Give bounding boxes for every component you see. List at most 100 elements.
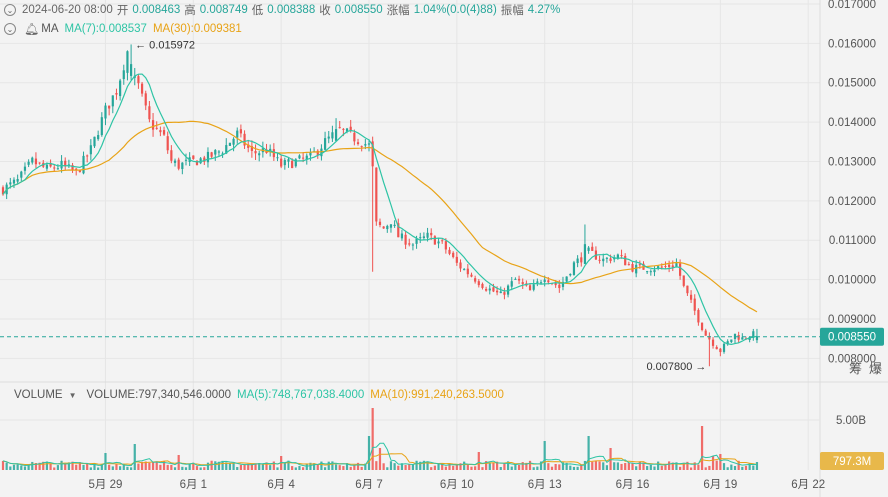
volume-bar <box>64 462 67 470</box>
volume-bar <box>726 467 729 470</box>
candle-body <box>331 132 334 139</box>
ma-label: MA <box>41 23 59 35</box>
candle-body <box>23 166 27 171</box>
candle-body <box>470 274 473 277</box>
volume-bar <box>56 465 59 470</box>
volume-bar <box>155 461 158 470</box>
volume-bar <box>393 463 396 470</box>
candle-body <box>543 279 546 282</box>
candle-body <box>697 309 700 323</box>
candle-body <box>400 233 404 239</box>
candle-body <box>719 348 722 353</box>
volume-bar <box>345 463 349 470</box>
candle-body <box>539 282 543 284</box>
price-tick-label: 0.013000 <box>828 156 876 168</box>
close-value: 0.008550 <box>334 4 383 16</box>
candle-body <box>360 146 363 148</box>
time-tick-label: 6月 22 <box>791 479 825 491</box>
volume-bar <box>411 464 415 470</box>
volume-bar <box>162 461 166 470</box>
price-tick-label: 0.014000 <box>828 117 876 129</box>
volume-bar <box>627 462 630 470</box>
candle-body <box>232 138 235 145</box>
volume-ma10-value: MA(10):991,240,263.5000 <box>370 389 504 401</box>
candle-body <box>492 287 495 292</box>
volume-bar <box>485 461 488 470</box>
volume-bar <box>594 461 598 470</box>
candle-body <box>283 159 286 166</box>
collapse-chevron-icon[interactable]: ⌄ <box>4 4 16 16</box>
volume-bar <box>613 462 616 470</box>
volume-bar <box>752 465 755 470</box>
volume-bar <box>466 465 469 470</box>
bell-icon[interactable]: 🔔︎ <box>24 22 40 36</box>
volume-bar <box>93 463 96 470</box>
candle-body <box>298 155 301 159</box>
volume-bar <box>463 461 466 470</box>
volume-bar <box>649 464 652 470</box>
current-price-label: 0.008550 <box>828 332 876 344</box>
volume-bar <box>528 460 532 470</box>
volume-label: VOLUME <box>14 389 63 401</box>
volume-bar <box>283 462 286 470</box>
candle-body <box>203 157 206 162</box>
candle-body <box>254 151 257 154</box>
chip-distribution-button[interactable]: 筹 <box>849 361 863 376</box>
candle-body <box>510 281 513 287</box>
candle-body <box>247 144 250 148</box>
candle-body <box>609 258 612 262</box>
volume-bar <box>265 462 268 470</box>
volume-bar <box>71 461 74 470</box>
candle-body <box>704 330 707 336</box>
volume-bar <box>272 461 275 470</box>
price-tick-label: 0.009000 <box>828 314 876 326</box>
volume-bar <box>334 464 338 470</box>
volume-bar <box>481 467 484 470</box>
volume-bar <box>367 436 371 470</box>
volume-bar <box>631 463 634 470</box>
volume-bar <box>426 461 429 470</box>
volume-bar <box>444 466 447 470</box>
volume-bar <box>250 463 253 470</box>
candle-body <box>689 294 693 300</box>
candles-layer <box>1 44 759 367</box>
caret-down-icon[interactable]: ▼ <box>68 390 77 400</box>
volume-bar <box>572 466 576 470</box>
collapse-chevron-icon[interactable]: ⌄ <box>4 23 16 35</box>
volume-bar <box>254 463 257 470</box>
volume-bar <box>316 464 319 470</box>
volume-bar <box>492 462 495 470</box>
volume-bar <box>675 462 678 470</box>
liquidation-button[interactable]: 爆 <box>869 361 883 376</box>
candle-body <box>441 240 444 242</box>
candle-body <box>1 187 5 195</box>
volume-bar <box>86 463 89 470</box>
volume-bar <box>82 464 85 470</box>
current-volume-tag <box>820 452 884 470</box>
volume-bar <box>587 436 590 470</box>
candle-body <box>364 144 367 146</box>
candle-body <box>455 256 458 263</box>
candle-body <box>755 336 759 341</box>
volume-bar <box>60 460 63 470</box>
candle-body <box>214 150 217 155</box>
candle-body <box>583 244 587 264</box>
candle-body <box>565 276 568 282</box>
volume-bar <box>477 452 480 470</box>
candle-body <box>569 273 572 276</box>
candle-body <box>517 278 521 281</box>
volume-bar <box>730 464 733 470</box>
volume-bar <box>532 467 535 470</box>
candle-body <box>605 257 608 259</box>
candle-body <box>71 165 74 171</box>
candle-body <box>367 143 371 145</box>
volume-bar <box>364 463 367 470</box>
volume-bar <box>470 466 473 470</box>
volume-bar <box>525 462 528 470</box>
candle-body <box>82 155 85 174</box>
volume-bar <box>214 461 217 470</box>
current-price-tag <box>820 327 884 346</box>
candle-body <box>64 160 67 166</box>
volume-bar <box>708 465 711 470</box>
